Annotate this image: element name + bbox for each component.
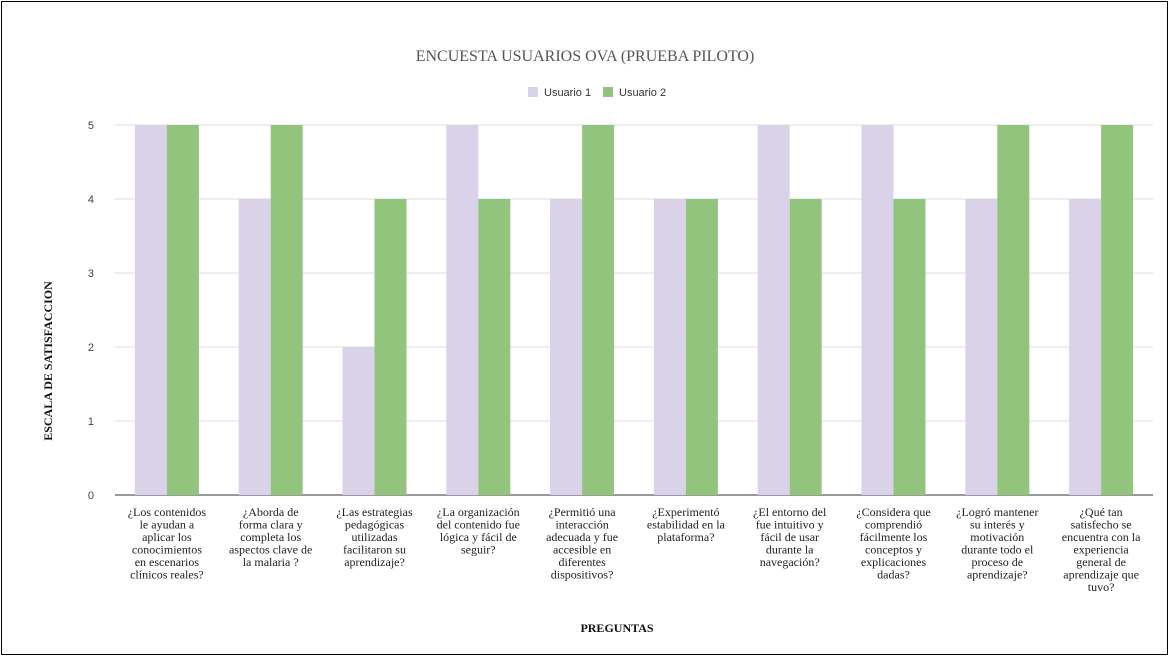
x-tick-label: ¿La organización del contenido fue lógica …	[437, 505, 520, 557]
y-tick-label: 4	[88, 194, 94, 206]
bar-usuario-1	[653, 199, 686, 495]
x-tick-label: ¿Los contenidos le ayudan a aplicar los con…	[128, 505, 207, 582]
y-tick-label: 0	[88, 490, 94, 502]
x-tick-label: ¿Permitió una interacción adecuada y fue ac…	[546, 505, 618, 582]
legend-label: Usuario 2	[619, 87, 666, 99]
bar-usuario-2	[582, 125, 615, 495]
bar-usuario-2	[270, 125, 303, 495]
bar-usuario-1	[134, 125, 167, 495]
x-tick-label: ¿Logró mantener su interés y motivación dur…	[956, 505, 1038, 582]
bar-usuario-2	[166, 125, 199, 495]
bar-usuario-2	[789, 199, 822, 495]
bar-usuario-2	[1101, 125, 1134, 495]
bar-usuario-1	[861, 125, 894, 495]
bar-usuario-1	[757, 125, 790, 495]
legend-label: Usuario 1	[544, 87, 591, 99]
bar-usuario-2	[997, 125, 1030, 495]
bar-usuario-1	[446, 125, 479, 495]
bar-usuario-1	[1069, 199, 1102, 495]
x-axis-title: PREGUNTAS	[580, 621, 653, 635]
legend-swatch	[528, 87, 538, 97]
x-tick-label: ¿Las estrategias pedagógicas utilizadas fac…	[336, 505, 413, 569]
x-tick-label: ¿Aborda de forma clara y completa los aspec…	[229, 505, 312, 569]
x-tick-label: ¿Experimentó estabilidad en la plataforma?	[647, 505, 726, 544]
x-tick-label: ¿Considera que comprendió fácilmente los co…	[856, 505, 930, 582]
bar-usuario-1	[238, 199, 271, 495]
x-axis-ticks: ¿Los contenidos le ayudan a aplicar los con…	[128, 505, 1141, 594]
bar-usuario-1	[342, 347, 375, 495]
bar-usuario-2	[893, 199, 926, 495]
legend-swatch	[603, 87, 613, 97]
bar-usuario-2	[685, 199, 718, 495]
y-tick-label: 3	[88, 268, 94, 280]
y-tick-label: 5	[88, 120, 94, 132]
bar-usuario-2	[374, 199, 407, 495]
bar-usuario-2	[478, 199, 511, 495]
x-tick-label: ¿El entorno del fue intuitivo y fácil de u…	[753, 505, 827, 569]
y-axis-title: ESCALA DE SATISFACCION	[41, 281, 55, 441]
chart-title: ENCUESTA USUARIOS OVA (PRUEBA PILOTO)	[416, 48, 755, 65]
bars	[134, 125, 1134, 495]
legend: Usuario 1 Usuario 2	[528, 87, 666, 99]
x-tick-label: ¿Qué tan satisfecho se encuentra con la exp…	[1062, 505, 1141, 594]
y-tick-label: 1	[88, 416, 94, 428]
bar-usuario-1	[965, 199, 998, 495]
y-axis-ticks: 0 1 2 3 4 5	[88, 120, 94, 502]
y-tick-label: 2	[88, 342, 94, 354]
bar-usuario-1	[550, 199, 583, 495]
